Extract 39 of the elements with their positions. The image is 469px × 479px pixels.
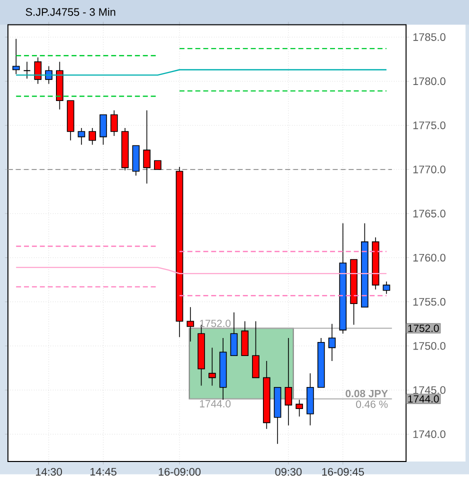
- y-tick-label: 1750.0: [413, 342, 446, 350]
- candlestick: [99, 114, 107, 146]
- candlestick: [110, 110, 118, 136]
- candlestick: [328, 323, 336, 362]
- annotation: 1744.0: [200, 400, 230, 408]
- ref-line-label: 1744.0: [408, 395, 439, 403]
- x-tick-label: 14:30: [36, 468, 62, 476]
- ref-line-label: 1752.0: [408, 324, 439, 332]
- y-tick-label: 1765.0: [413, 210, 446, 218]
- y-tick-label: 1785.0: [413, 33, 446, 41]
- y-tick-label: 1745.0: [413, 386, 446, 394]
- x-tick-label: 09:30: [275, 468, 302, 476]
- y-tick-label: 1760.0: [413, 254, 446, 262]
- candlestick: [34, 57, 42, 84]
- y-tick-label: 1775.0: [413, 121, 446, 130]
- annotation: 0.46 %: [356, 400, 388, 408]
- annotation: 1752.0: [200, 320, 230, 328]
- candlestick: [230, 312, 238, 356]
- y-tick-label: 1740.0: [413, 430, 446, 438]
- x-tick-label: 14:45: [90, 468, 116, 476]
- y-tick-label: 1780.0: [413, 77, 446, 86]
- annotation: 0.08 JPY: [345, 390, 388, 398]
- candlestick: [382, 281, 390, 294]
- candlestick: [295, 399, 303, 417]
- x-tick-label: 16-09:00: [158, 468, 200, 476]
- candlestick: [44, 66, 52, 84]
- candlestick: [23, 61, 31, 79]
- y-tick-label: 1770.0: [413, 166, 446, 174]
- candlestick: [186, 306, 194, 342]
- candlestick: [284, 338, 292, 426]
- candlestick: [12, 38, 20, 75]
- chart-title: S.JP.J4755 - 3 Min: [26, 8, 115, 16]
- x-tick-label: 16-09:45: [322, 468, 364, 476]
- candlestick: [252, 320, 260, 378]
- candlestick: [208, 347, 216, 386]
- candlestick: [78, 128, 85, 146]
- candlestick: [142, 110, 150, 184]
- y-tick-label: 1755.0: [413, 298, 446, 306]
- candlestick: [88, 128, 96, 146]
